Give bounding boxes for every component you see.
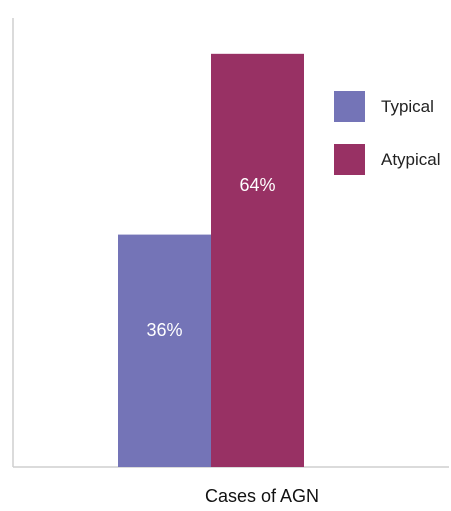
bar-value-label-typical: 36% xyxy=(146,320,182,340)
legend-label-atypical: Atypical xyxy=(381,150,441,169)
legend-label-typical: Typical xyxy=(381,97,434,116)
legend-swatch-atypical xyxy=(334,144,365,175)
bar-typical xyxy=(118,234,211,467)
legend: Typical Atypical xyxy=(334,91,441,175)
bar-atypical xyxy=(211,53,304,468)
legend-swatch-typical xyxy=(334,91,365,122)
x-axis-label: Cases of AGN xyxy=(205,486,319,506)
bar-value-label-atypical: 64% xyxy=(239,175,275,195)
bars-group: 36% 64% xyxy=(118,53,304,468)
